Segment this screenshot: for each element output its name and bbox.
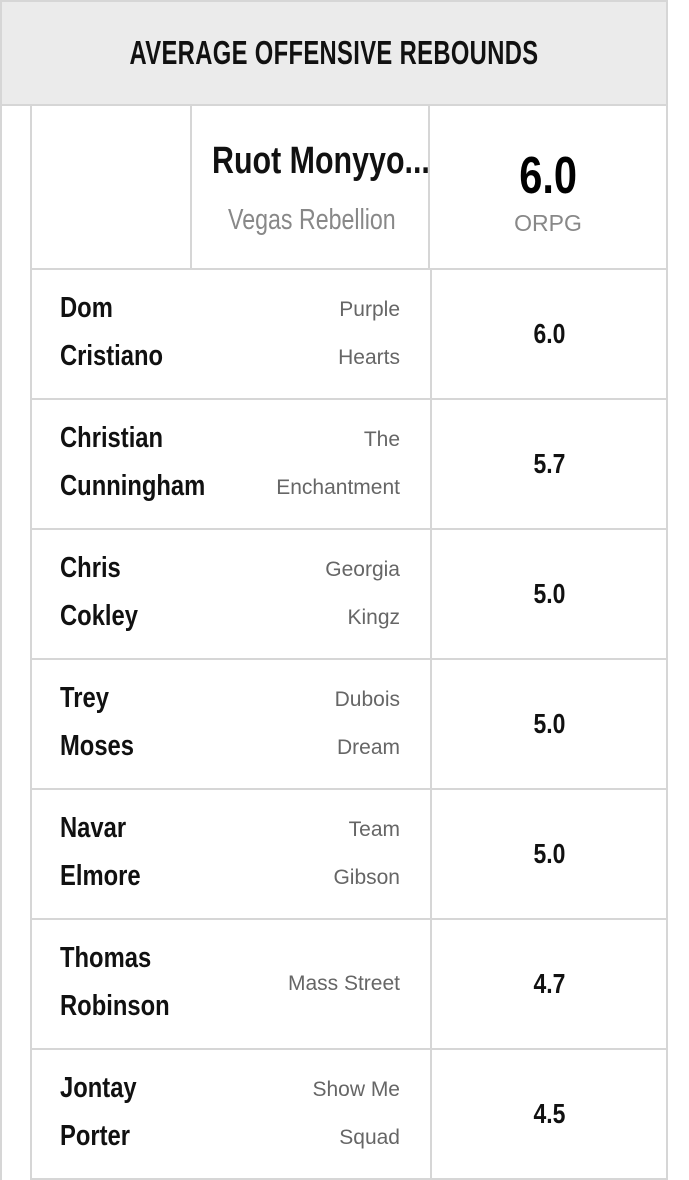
value-cell: 4.5: [430, 1048, 668, 1180]
name-text: Dom: [60, 292, 113, 324]
player-value: 5.0: [533, 578, 565, 609]
leader-photo-cell: [30, 104, 192, 270]
team-line: Mass Street: [287, 972, 400, 995]
name-line: Moses: [60, 722, 150, 770]
team-line: Team: [348, 818, 400, 841]
player-value: 5.0: [533, 838, 565, 869]
player-name: Chris Cokley: [60, 544, 155, 640]
name-text: Moses: [60, 730, 135, 762]
player-value: 4.7: [533, 968, 565, 999]
name-text: Navar: [60, 812, 127, 844]
value-cell: 6.0: [430, 268, 668, 400]
player-cell: Trey Moses Dubois Dream: [30, 658, 432, 790]
player-team: Purple Hearts: [338, 286, 400, 382]
name-line: Cokley: [60, 592, 155, 640]
name-line: Thomas: [60, 934, 194, 982]
player-value: 4.5: [533, 1098, 565, 1129]
name-text: Cristiano: [60, 340, 164, 372]
player-team: Dubois Dream: [335, 676, 400, 772]
name-text: Chris: [60, 552, 121, 584]
value-cell: 5.0: [430, 788, 668, 920]
team-line: Enchantment: [276, 476, 400, 499]
leader-team: Vegas Rebellion: [228, 204, 396, 236]
team-line: The: [363, 428, 400, 451]
team-line: Dubois: [334, 688, 400, 711]
table-title: AVERAGE OFFENSIVE REBOUNDS: [129, 34, 539, 71]
name-line: Navar: [60, 804, 158, 852]
player-team: The Enchantment: [276, 416, 400, 512]
leader-value: 6.0: [519, 147, 577, 205]
player-name: Trey Moses: [60, 674, 150, 770]
player-value: 5.7: [533, 448, 565, 479]
player-team: Show Me Squad: [312, 1066, 400, 1162]
name-text: Cunningham: [60, 470, 206, 502]
name-line: Dom: [60, 284, 186, 332]
value-cell: 4.7: [430, 918, 668, 1050]
player-name: Dom Cristiano: [60, 284, 186, 380]
team-line: Gibson: [333, 866, 400, 889]
team-line: Purple: [339, 298, 400, 321]
name-text: Porter: [60, 1120, 131, 1152]
player-name: Navar Elmore: [60, 804, 158, 900]
leader-unit: ORPG: [514, 210, 582, 236]
name-line: Elmore: [60, 852, 158, 900]
name-line: Jontay: [60, 1064, 153, 1112]
value-cell: 5.0: [430, 528, 668, 660]
team-line: Hearts: [338, 346, 400, 369]
player-team: Team Gibson: [333, 806, 400, 902]
name-line: Robinson: [60, 982, 194, 1030]
player-cell: Christian Cunningham The Enchantment: [30, 398, 432, 530]
name-line: Cristiano: [60, 332, 186, 380]
player-name: Christian Cunningham: [60, 414, 237, 510]
player-team: Georgia Kingz: [325, 546, 400, 642]
name-line: Christian: [60, 414, 237, 462]
team-line: Show Me: [312, 1078, 400, 1101]
player-value: 6.0: [533, 318, 565, 349]
leader-name: Ruot Monyyo...: [212, 140, 430, 182]
value-cell: 5.0: [430, 658, 668, 790]
name-text: Cokley: [60, 600, 138, 632]
name-text: Robinson: [60, 990, 170, 1022]
player-team: Mass Street: [288, 960, 400, 1008]
player-value: 5.0: [533, 708, 565, 739]
player-cell: Navar Elmore Team Gibson: [30, 788, 432, 920]
team-line: Dream: [336, 736, 400, 759]
name-text: Elmore: [60, 860, 141, 892]
name-line: Porter: [60, 1112, 153, 1160]
value-cell: 5.7: [430, 398, 668, 530]
player-name: Jontay Porter: [60, 1064, 153, 1160]
player-cell: Thomas Robinson Mass Street: [30, 918, 432, 1050]
player-cell: Jontay Porter Show Me Squad: [30, 1048, 432, 1180]
name-line: Cunningham: [60, 462, 237, 510]
player-name: Thomas Robinson: [60, 934, 194, 1030]
name-text: Christian: [60, 422, 164, 454]
name-text: Thomas: [60, 942, 152, 974]
leader-name-cell: Ruot Monyyo... Vegas Rebellion: [190, 104, 430, 270]
table-header: AVERAGE OFFENSIVE REBOUNDS: [0, 0, 668, 106]
team-line: Squad: [339, 1126, 400, 1149]
name-line: Trey: [60, 674, 150, 722]
name-line: Chris: [60, 544, 155, 592]
player-cell: Chris Cokley Georgia Kingz: [30, 528, 432, 660]
name-text: Trey: [60, 682, 109, 714]
team-line: Kingz: [347, 606, 400, 629]
name-text: Jontay: [60, 1072, 137, 1104]
leader-value-cell: 6.0 ORPG: [428, 104, 668, 270]
team-line: Georgia: [325, 558, 400, 581]
player-cell: Dom Cristiano Purple Hearts: [30, 268, 432, 400]
